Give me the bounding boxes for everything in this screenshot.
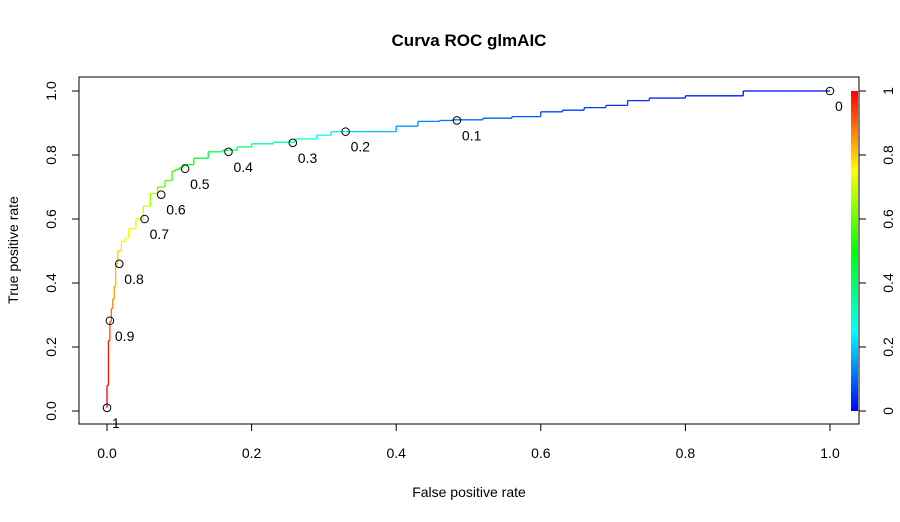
threshold-point [452,116,462,125]
threshold-label: 0.4 [233,159,253,175]
y-tick-label: 0.0 [43,401,59,421]
threshold-label: 0.7 [150,226,170,242]
y-tick-label: 0.6 [43,209,59,229]
y-tick-label: 0.2 [43,337,59,357]
colorkey-tick-label: 0.6 [880,209,896,229]
chart-title: Curva ROC glmAIC [392,31,547,50]
threshold-point [224,147,233,157]
colorkey-tick-label: 0.2 [880,337,896,357]
x-tick-label: 0.0 [97,445,117,461]
threshold-point [114,259,124,269]
x-tick-label: 0.4 [386,445,406,461]
y-axis: 0.0 0.2 0.4 0.6 0.8 1.0 [43,81,80,421]
threshold-label: 0.6 [166,202,186,218]
y-tick-label: 1.0 [43,81,59,101]
threshold-label: 0.8 [124,271,144,287]
y-tick-label: 0.8 [43,145,59,165]
roc-curve [106,90,830,408]
threshold-label: 0 [835,98,843,114]
colorkey-axis: 0 0.2 0.4 0.6 0.8 1 [859,87,896,415]
x-axis: 0.0 0.2 0.4 0.6 0.8 1.0 [97,423,840,461]
colorkey-bar [851,91,858,411]
threshold-point [341,127,350,136]
colorkey-tick-label: 0.4 [880,273,896,293]
colorkey-tick-label: 0 [880,407,896,415]
threshold-label: 0.2 [351,139,371,155]
x-tick-label: 0.8 [676,445,696,461]
x-tick-label: 0.6 [531,445,551,461]
threshold-label: 1 [112,415,120,431]
threshold-point [105,316,115,326]
threshold-label: 0.5 [190,176,210,192]
threshold-point [288,138,298,148]
threshold-markers: 1 0.9 0.8 0.7 0.60.5 0.4 0.3 0.2 0.1 0 [102,86,843,431]
threshold-point [156,190,166,199]
threshold-point [180,164,190,174]
threshold-point [102,403,112,413]
y-tick-label: 0.4 [43,273,59,293]
threshold-point [140,214,149,224]
x-tick-label: 0.2 [242,445,262,461]
y-axis-label: True positive rate [5,196,21,304]
threshold-point [825,86,835,96]
threshold-label: 0.9 [115,328,135,344]
x-tick-label: 1.0 [820,445,840,461]
threshold-label: 0.1 [462,127,482,143]
colorkey-tick-label: 0.8 [880,145,896,165]
colorkey-tick-label: 1 [880,87,896,95]
threshold-label: 0.3 [298,150,318,166]
x-axis-label: False positive rate [412,484,526,500]
